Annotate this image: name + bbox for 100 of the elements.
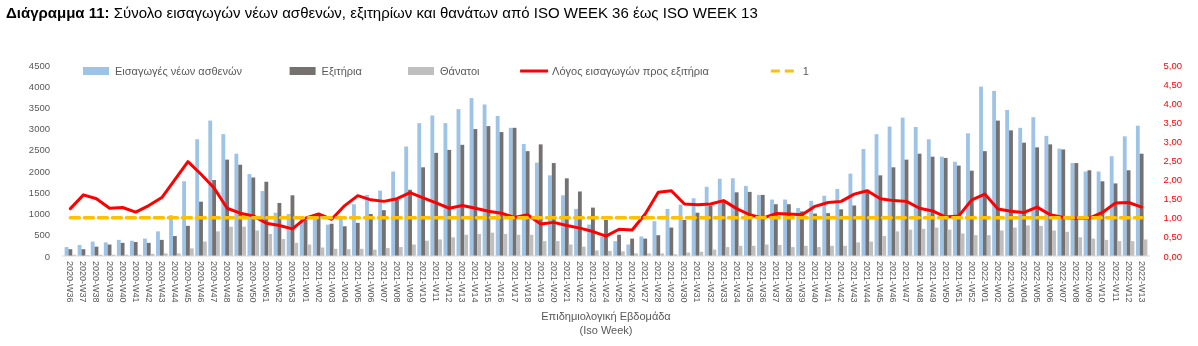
x-tick-label: 2021-W52 [966,261,977,303]
y2-tick-label: 2,50 [1163,155,1182,166]
x-tick-label: 2021-W38 [783,261,794,303]
y-tick-label: 0 [44,250,50,262]
x-tick-label: 2021-W03 [326,261,337,303]
x-tick-label: 2020-W46 [196,261,206,303]
x-tick-label: 2021-W40 [810,261,821,303]
x-tick-label: 2022-W06 [1045,261,1056,303]
y-tick-label: 500 [34,229,50,241]
x-tick-label: 2021-W20 [548,261,559,303]
x-tick-label: 2020-W41 [130,261,141,303]
x-tick-label: 2020-W44 [169,261,180,303]
y2-tick-label: 0,50 [1163,231,1182,243]
x-tick-label: 2021-W49 [927,261,938,303]
x-tick-label: 2021-W51 [953,261,964,303]
x-tick-label: 2021-W37 [770,261,781,303]
x-tick-label: 2021-W32 [705,261,716,303]
x-tick-label: 2021-W27 [640,261,651,303]
x-tick-label: 2020-W42 [143,261,154,303]
legend-label: 1 [802,65,809,77]
x-tick-label: 2020-W39 [104,261,115,303]
x-tick-label: 2020-W52 [274,261,285,303]
x-tick-label: 2020-W40 [117,261,128,303]
x-tick-label: 2020-W36 [65,261,76,303]
legend-label: Εισαγωγές νέων ασθενών [115,65,243,77]
x-tick-label: 2021-W15 [483,261,494,303]
x-tick-label: 2021-W04 [339,261,350,303]
y-tick-label: 1000 [28,208,50,220]
y2-tick-label: 1,00 [1163,212,1182,224]
y-tick-label: 1500 [28,186,50,198]
x-tick-label: 2021-W41 [823,261,834,303]
x-tick-label: 2020-W49 [235,261,246,303]
x-tick-label: 2021-W24 [601,261,611,303]
x-tick-label: 2021-W10 [418,261,429,303]
x-tick-label: 2021-W36 [757,261,768,303]
y-tick-label: 3000 [28,123,50,135]
x-tick-label: 2022-W10 [1097,261,1108,303]
legend-label: Θάνατοι [440,65,481,77]
x-tick-label: 2021-W45 [875,261,886,303]
x-tick-label: 2021-W18 [522,261,533,303]
x-tick-label: 2022-W01 [979,261,990,303]
x-tick-label: 2021-W02 [313,261,324,303]
x-tick-label: 2022-W09 [1084,261,1095,303]
x-tick-label: 2021-W47 [901,261,912,303]
x-tick-label: 2021-W43 [849,261,860,303]
x-tick-label: 2022-W13 [1136,261,1147,303]
x-tick-label: 2021-W16 [496,261,507,303]
x-tick-label: 2020-W45 [182,261,193,303]
chart-title: Διάγραμμα 11: Σύνολο εισαγωγών νέων ασθενών, εξιτηρίων και θανάτων από ISO WEEK 36 έως ISO WEEK 13 [6,4,758,21]
x-tick-label: 2022-W07 [1058,261,1069,303]
x-tick-label: 2021-W01 [300,261,311,303]
x-tick-label: 2020-W43 [156,261,167,303]
x-tick-label: 2021-W11 [431,261,442,302]
y-tick-label: 2000 [28,165,50,177]
y2-tick-label: 0,00 [1163,250,1182,262]
x-tick-label: 2021-W17 [509,261,520,303]
x-tick-label: 2021-W06 [365,261,376,303]
x-tick-label: 2020-W51 [261,261,272,303]
x-tick-label: 2021-W13 [457,261,468,303]
x-tick-label: 2021-W14 [470,261,481,303]
x-tick-label: 2021-W42 [836,261,847,303]
x-tick-label: 2021-W34 [731,261,742,303]
x-tick-label: 2021-W05 [352,261,363,303]
x-tick-label: 2021-W22 [574,261,585,303]
x-tick-label: 2020-W47 [209,261,220,303]
x-tick-label: 2021-W50 [940,261,951,303]
x-axis-title: Επιδημιολογική Εβδομάδα (Iso Week) [541,310,672,336]
x-tick-label: 2021-W44 [862,261,873,303]
y2-tick-label: 3,00 [1163,135,1182,147]
x-tick-label: 2021-W12 [444,261,455,303]
x-tick-label: 2021-W30 [679,261,690,303]
x-tick-label: 2021-W39 [796,261,807,303]
y-tick-label: 4500 [28,59,50,71]
x-tick-label: 2021-W19 [535,261,546,303]
legend-label: Εξιτήρια [321,65,363,77]
x-tick-label: 2020-W50 [248,261,259,303]
y-tick-label: 2500 [28,144,50,156]
y2-tick-label: 2,00 [1163,174,1182,186]
x-tick-label: 2021-W35 [744,261,755,303]
x-tick-label: 2022-W08 [1071,261,1082,303]
x-tick-label: 2020-W38 [91,261,102,303]
x-tick-label: 2020-W53 [287,261,298,303]
x-tick-label: 2022-W04 [1019,261,1030,303]
x-tick-label: 2021-W21 [561,261,572,303]
y-tick-label: 4000 [28,80,50,92]
x-tick-label: 2021-W26 [627,261,638,303]
y2-tick-label: 4,00 [1163,97,1182,109]
x-tick-label: 2022-W11 [1110,261,1121,302]
y-tick-label: 3500 [28,101,50,113]
y2-tick-label: 3,50 [1163,116,1182,128]
x-tick-label: 2021-W07 [378,261,389,303]
x-tick-label: 2021-W28 [653,261,664,303]
x-tick-label: 2022-W03 [1006,261,1016,303]
legend-label: Λόγος εισαγωγών προς εξιτήρια [552,65,710,77]
y2-tick-label: 5,00 [1163,59,1182,71]
y2-tick-label: 4,50 [1163,78,1182,90]
x-tick-label: 2021-W46 [888,261,899,303]
x-tick-label: 2020-W37 [78,261,89,303]
x-tick-label: 2021-W29 [666,261,677,303]
x-tick-label: 2021-W25 [614,261,625,303]
